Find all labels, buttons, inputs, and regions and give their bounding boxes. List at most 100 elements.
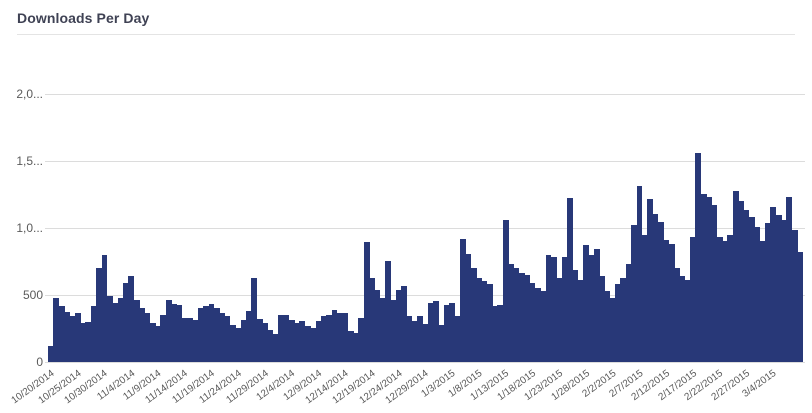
bar[interactable] xyxy=(69,316,76,362)
bar[interactable] xyxy=(213,308,220,362)
bar[interactable] xyxy=(465,254,472,362)
bar[interactable] xyxy=(492,306,498,362)
bar[interactable] xyxy=(727,235,734,362)
bar[interactable] xyxy=(743,210,750,362)
bar[interactable] xyxy=(641,235,648,362)
bar[interactable] xyxy=(502,220,509,362)
bar[interactable] xyxy=(529,283,536,362)
bar[interactable] xyxy=(545,255,552,362)
bar[interactable] xyxy=(481,281,488,362)
bar[interactable] xyxy=(401,286,408,362)
bar[interactable] xyxy=(706,197,712,362)
bar[interactable] xyxy=(631,225,638,362)
bar[interactable] xyxy=(90,306,97,362)
bar[interactable] xyxy=(513,268,520,362)
bar[interactable] xyxy=(379,298,386,362)
bar[interactable] xyxy=(759,241,766,362)
bar[interactable] xyxy=(550,257,557,362)
bar[interactable] xyxy=(657,222,664,362)
bar[interactable] xyxy=(427,303,434,362)
bar[interactable] xyxy=(363,242,370,362)
bar[interactable] xyxy=(497,305,504,362)
bar[interactable] xyxy=(684,280,691,362)
bar[interactable] xyxy=(53,298,60,362)
bar[interactable] xyxy=(165,300,172,362)
bar[interactable] xyxy=(599,276,605,362)
bar[interactable] xyxy=(716,237,723,362)
bar[interactable] xyxy=(615,284,622,362)
bar[interactable] xyxy=(438,325,445,362)
bar[interactable] xyxy=(566,198,573,362)
bar[interactable] xyxy=(690,237,696,362)
bar[interactable] xyxy=(663,240,670,362)
bar[interactable] xyxy=(540,291,547,362)
bar[interactable] xyxy=(128,276,135,362)
bar[interactable] xyxy=(160,315,167,362)
bar[interactable] xyxy=(294,323,301,362)
bar[interactable] xyxy=(251,278,258,362)
bar[interactable] xyxy=(556,278,563,362)
bar[interactable] xyxy=(604,291,611,362)
bar[interactable] xyxy=(722,241,729,362)
bar[interactable] xyxy=(288,320,295,362)
bar[interactable] xyxy=(459,239,466,362)
bar[interactable] xyxy=(85,322,92,362)
bar[interactable] xyxy=(620,278,627,362)
bar[interactable] xyxy=(240,320,247,362)
bar[interactable] xyxy=(395,290,402,362)
bar[interactable] xyxy=(133,300,140,362)
bar[interactable] xyxy=(320,316,327,362)
bar[interactable] xyxy=(652,214,659,362)
bar[interactable] xyxy=(149,323,156,362)
bar[interactable] xyxy=(625,264,632,362)
bar[interactable] xyxy=(508,264,515,362)
bar[interactable] xyxy=(176,305,183,362)
bar[interactable] xyxy=(385,261,391,362)
bar[interactable] xyxy=(101,255,108,362)
bar[interactable] xyxy=(695,153,702,362)
bar[interactable] xyxy=(780,220,787,362)
bar[interactable] xyxy=(283,315,290,362)
bar[interactable] xyxy=(155,326,161,362)
bar[interactable] xyxy=(534,288,541,362)
bar[interactable] xyxy=(299,321,306,362)
bar[interactable] xyxy=(117,298,124,362)
bar[interactable] xyxy=(326,315,333,362)
bar[interactable] xyxy=(245,311,252,362)
bar[interactable] xyxy=(203,306,210,362)
bar[interactable] xyxy=(770,207,777,362)
bar[interactable] xyxy=(583,245,589,362)
bar[interactable] xyxy=(449,303,456,362)
bar[interactable] xyxy=(754,227,761,362)
bar[interactable] xyxy=(187,318,194,362)
bar[interactable] xyxy=(561,257,568,362)
bar[interactable] xyxy=(668,244,675,362)
bar[interactable] xyxy=(358,318,365,362)
bar[interactable] xyxy=(443,305,450,362)
bar[interactable] xyxy=(197,308,204,362)
bar[interactable] xyxy=(336,313,343,362)
bar[interactable] xyxy=(673,268,680,362)
bar[interactable] xyxy=(315,321,322,362)
bar[interactable] xyxy=(342,313,349,362)
bar[interactable] xyxy=(406,316,413,362)
bar[interactable] xyxy=(417,316,424,362)
bar[interactable] xyxy=(738,201,745,362)
bar[interactable] xyxy=(524,275,531,362)
bar[interactable] xyxy=(96,268,103,362)
bar[interactable] xyxy=(476,278,482,362)
bar[interactable] xyxy=(64,312,70,362)
bar[interactable] xyxy=(278,315,284,362)
bar[interactable] xyxy=(267,330,274,362)
bar[interactable] xyxy=(347,331,354,362)
bar[interactable] xyxy=(572,270,579,362)
bar[interactable] xyxy=(256,319,263,362)
bar[interactable] xyxy=(74,313,81,362)
bar[interactable] xyxy=(647,199,654,362)
bar[interactable] xyxy=(486,284,493,362)
bar[interactable] xyxy=(786,197,793,362)
bar[interactable] xyxy=(518,273,525,362)
bar[interactable] xyxy=(732,191,739,362)
bar[interactable] xyxy=(577,280,584,362)
bar[interactable] xyxy=(374,290,381,362)
